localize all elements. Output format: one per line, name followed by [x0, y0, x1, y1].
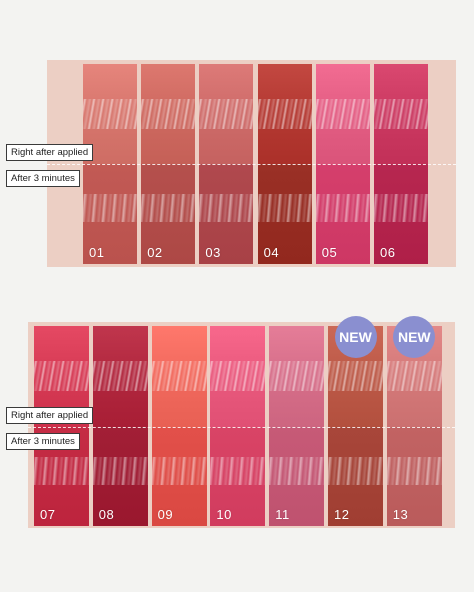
shade-number: 01	[89, 245, 105, 260]
gloss-shine	[83, 99, 137, 129]
swatch-10-right-after	[210, 326, 266, 427]
shade-number: 07	[40, 507, 56, 522]
gloss-shine	[328, 457, 383, 485]
shade-number: 02	[147, 245, 163, 260]
label-after-3-minutes-top: After 3 minutes	[6, 170, 80, 187]
swatch-10: 10	[210, 326, 266, 526]
label-right-after-applied-top: Right after applied	[6, 144, 94, 161]
bottom-row-divider	[28, 427, 455, 428]
swatch-06-right-after	[374, 64, 428, 164]
gloss-shine	[257, 194, 312, 222]
gloss-shine	[386, 361, 442, 391]
shade-number: 04	[263, 245, 280, 260]
new-badge: NEW	[334, 316, 377, 358]
swatch-02-right-after	[141, 64, 196, 164]
gloss-shine	[210, 361, 266, 391]
top-row-divider	[47, 164, 456, 165]
gloss-shine	[374, 194, 428, 222]
swatch-07: 07	[34, 326, 89, 526]
gloss-shine	[199, 99, 254, 129]
label-after-3-minutes-bottom: After 3 minutes	[6, 433, 80, 450]
shade-number: 05	[321, 245, 338, 260]
label-right-after-applied-bottom: Right after applied	[6, 407, 94, 424]
gloss-shine	[199, 194, 254, 222]
gloss-shine	[374, 99, 428, 129]
gloss-shine	[328, 361, 383, 391]
gloss-shine	[386, 457, 442, 485]
shade-number: 10	[216, 507, 232, 522]
gloss-shine	[92, 361, 148, 391]
swatch-09: 09	[151, 326, 207, 526]
gloss-shine	[141, 194, 196, 222]
gloss-shine	[92, 457, 148, 485]
swatch-05-right-after	[315, 64, 370, 164]
swatch-11-right-after	[269, 326, 325, 427]
shade-number: 13	[392, 507, 409, 522]
gloss-shine	[34, 361, 89, 391]
shade-number: 06	[380, 245, 396, 260]
gloss-shine	[269, 457, 325, 485]
gloss-shine	[34, 457, 89, 485]
swatch-04-right-after	[257, 64, 312, 164]
gloss-shine	[315, 99, 370, 129]
gloss-shine	[269, 361, 325, 391]
swatch-09-right-after	[151, 326, 207, 427]
gloss-shine	[83, 194, 137, 222]
swatch-08-right-after	[92, 326, 148, 427]
shade-number: 12	[334, 507, 350, 522]
swatch-11: 11	[269, 326, 325, 526]
gloss-shine	[257, 99, 312, 129]
shade-number: 03	[205, 245, 221, 260]
shade-number: 08	[98, 507, 115, 522]
gloss-shine	[141, 99, 196, 129]
shade-number: 09	[157, 507, 174, 522]
shade-number: 11	[275, 507, 290, 522]
swatch-03-right-after	[199, 64, 254, 164]
swatch-08: 08	[92, 326, 148, 526]
gloss-shine	[151, 457, 207, 485]
gloss-shine	[315, 194, 370, 222]
new-badge: NEW	[393, 316, 436, 358]
gloss-shine	[210, 457, 266, 485]
gloss-shine	[151, 361, 207, 391]
